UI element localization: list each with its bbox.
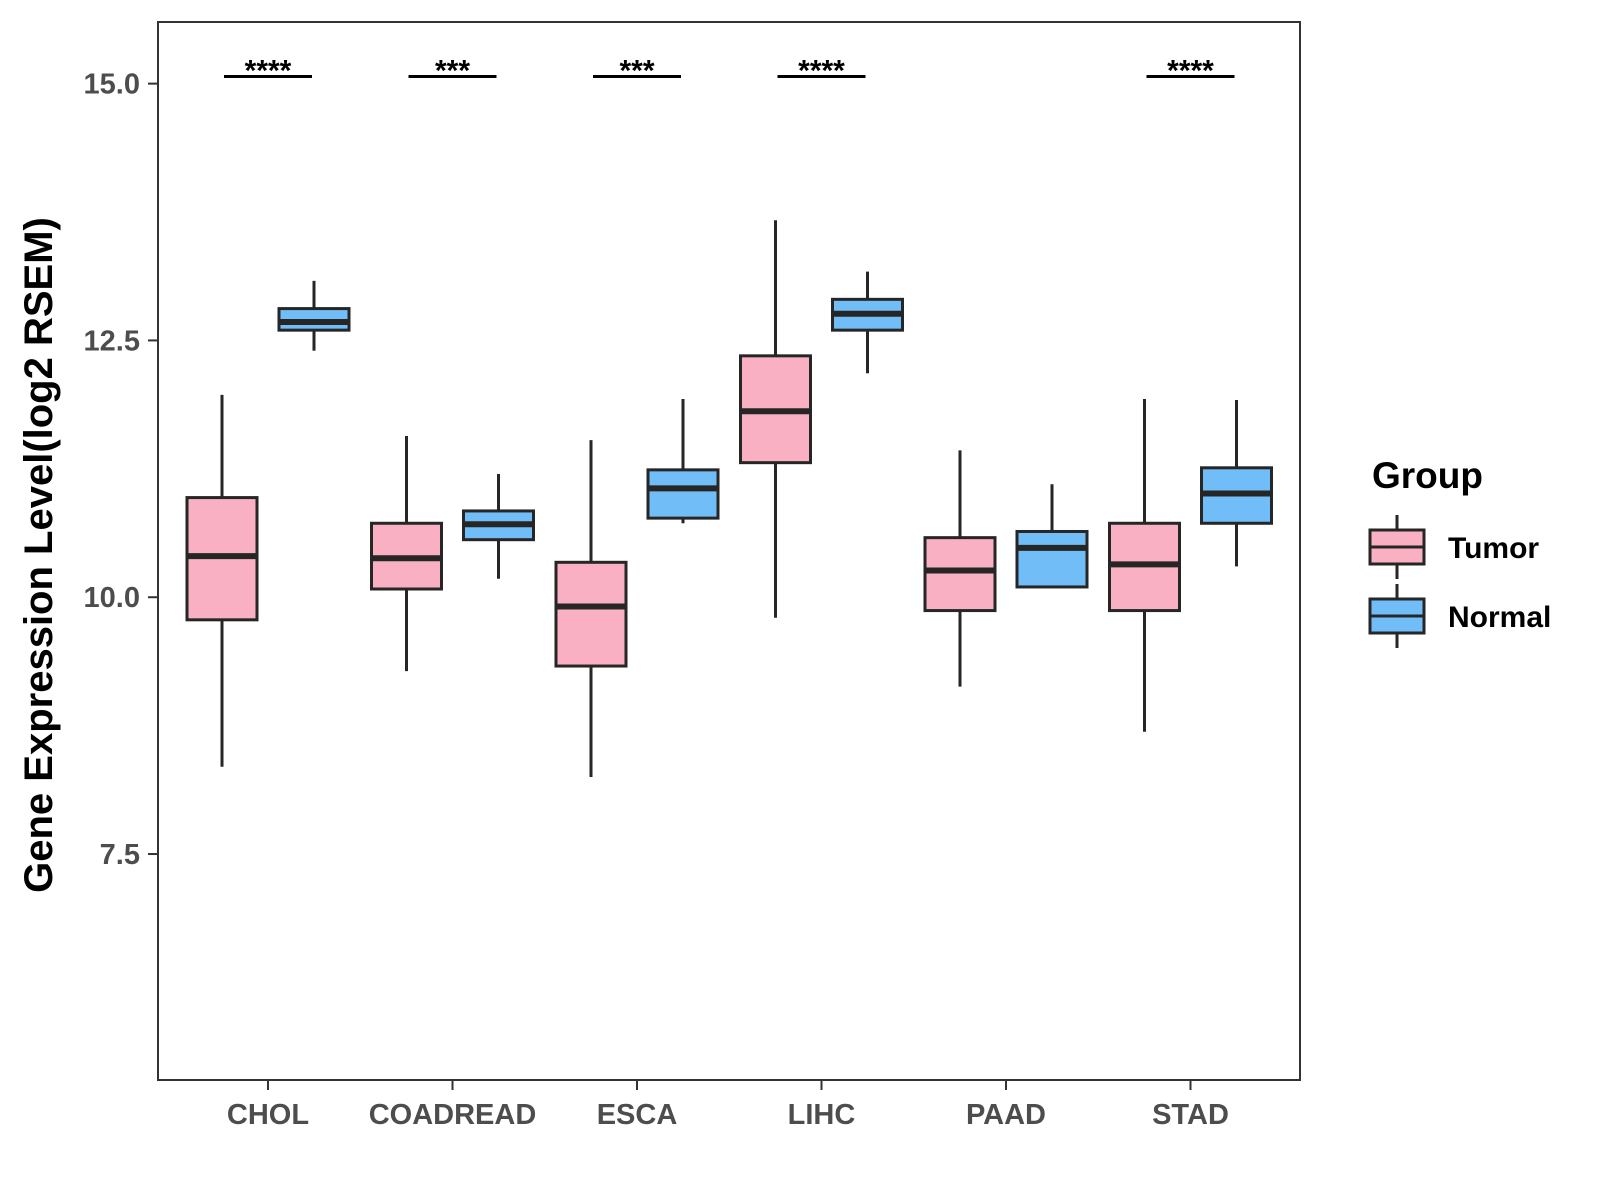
- y-tick-label: 10.0: [84, 582, 140, 614]
- box-tumor-coadread: [370, 435, 443, 672]
- box-tumor-lihc: [739, 220, 812, 618]
- box-tumor-chol: [185, 394, 259, 767]
- box-normal-paad: [1015, 484, 1089, 589]
- box-body: [554, 560, 628, 668]
- box-tumor-stad: [1108, 398, 1181, 732]
- legend-label: Tumor: [1448, 532, 1539, 565]
- legend-label: Normal: [1448, 601, 1551, 634]
- box-normal-lihc: [831, 271, 904, 374]
- box-normal-chol: [277, 280, 351, 351]
- significance-label: ****: [245, 54, 292, 87]
- legend-item-tumor: Tumor: [1368, 515, 1539, 579]
- x-tick-label: CHOL: [227, 1099, 309, 1131]
- significance-label: ***: [435, 54, 470, 87]
- legend: Group Tumor Normal: [1368, 455, 1551, 648]
- x-tick-label: PAAD: [966, 1099, 1046, 1131]
- significance-label: ***: [619, 54, 654, 87]
- y-tick-label: 15.0: [84, 69, 140, 101]
- box-normal-coadread: [462, 473, 535, 579]
- significance-label: ****: [1167, 54, 1214, 87]
- box-body: [923, 536, 997, 613]
- x-tick-label: STAD: [1152, 1099, 1229, 1131]
- x-tick-label: COADREAD: [369, 1099, 537, 1131]
- x-tick-label: LIHC: [788, 1099, 856, 1131]
- box-body: [646, 468, 720, 520]
- box-tumor-paad: [923, 450, 997, 687]
- x-tick-label: ESCA: [597, 1099, 678, 1131]
- box-normal-esca: [646, 398, 720, 524]
- legend-title: Group: [1372, 455, 1483, 496]
- y-axis-title: Gene Expression Level(log2 RSEM): [17, 217, 61, 893]
- box-tumor-esca: [554, 440, 628, 777]
- y-tick-label: 7.5: [100, 839, 140, 871]
- plot-panel-border: [157, 21, 1301, 1081]
- significance-label: ****: [798, 54, 845, 87]
- box-normal-stad: [1200, 400, 1273, 567]
- box-body: [1015, 529, 1089, 589]
- legend-item-normal: Normal: [1368, 584, 1551, 648]
- y-tick-label: 12.5: [84, 325, 140, 357]
